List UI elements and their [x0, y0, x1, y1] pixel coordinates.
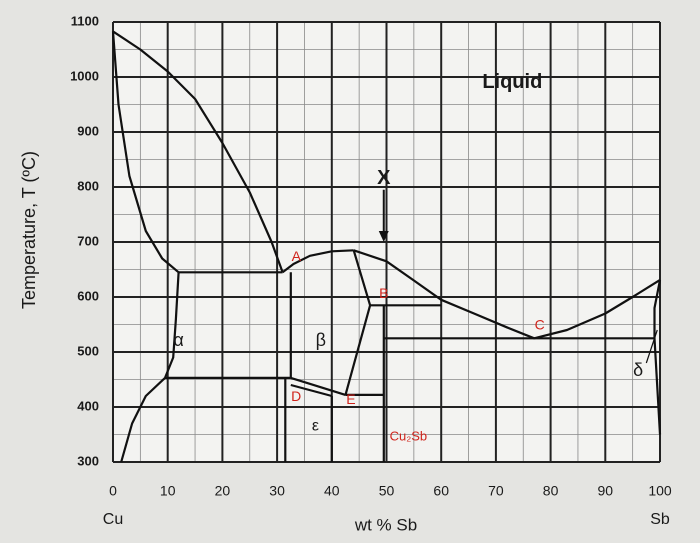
annotation: X [377, 167, 391, 189]
annotation: D [291, 388, 301, 404]
phase-boundary [120, 377, 166, 463]
annotation: α [173, 330, 183, 350]
annotation: A [292, 248, 302, 264]
y-axis-title: Temperature, T (ºC) [19, 151, 39, 309]
y-tick-label: 300 [77, 453, 99, 468]
y-tick-label: 800 [77, 178, 99, 193]
phase-boundary [353, 249, 661, 340]
phase-boundary [163, 272, 180, 379]
y-tick-label: 1000 [70, 68, 99, 83]
phase-boundary [281, 249, 354, 274]
x-tick-label: 10 [160, 483, 176, 499]
x-axis-title: wt % Sb [354, 515, 417, 534]
x-tick-label: 40 [324, 483, 340, 499]
phase-boundary [653, 279, 662, 435]
x-tick-label: 0 [109, 483, 117, 499]
arrow-head [378, 231, 389, 242]
phase-boundary [352, 249, 372, 306]
annotation: δ [633, 360, 643, 380]
annotation: Liquid [482, 71, 542, 93]
y-tick-label: 1100 [71, 13, 99, 28]
phase-boundary [290, 383, 333, 398]
phase-boundary [290, 376, 346, 396]
y-tick-label: 600 [77, 288, 99, 303]
phase-boundary [112, 30, 284, 273]
y-tick-label: 700 [77, 233, 99, 248]
x-tick-label: 30 [269, 483, 285, 499]
x-end-label: Cu [103, 511, 123, 528]
annotation: β [316, 330, 326, 350]
annotation: ε [312, 417, 319, 434]
x-tick-label: 80 [543, 483, 559, 499]
leader-line [645, 329, 658, 364]
phase-boundary [344, 305, 372, 396]
y-tick-label: 900 [77, 123, 99, 138]
x-tick-label: 100 [648, 483, 672, 499]
y-tick-label: 400 [77, 398, 99, 413]
x-tick-label: 50 [379, 483, 395, 499]
x-tick-label: 90 [598, 483, 614, 499]
y-tick-label: 500 [77, 343, 99, 358]
annotation: B [379, 285, 388, 301]
phase-boundary [111, 31, 180, 274]
x-tick-label: 60 [433, 483, 449, 499]
x-end-label: Sb [650, 511, 670, 528]
x-tick-label: 70 [488, 483, 504, 499]
x-tick-label: 20 [215, 483, 231, 499]
annotation: C [535, 316, 545, 332]
annotation: Cu₂Sb [390, 429, 428, 444]
annotation: E [346, 391, 355, 407]
